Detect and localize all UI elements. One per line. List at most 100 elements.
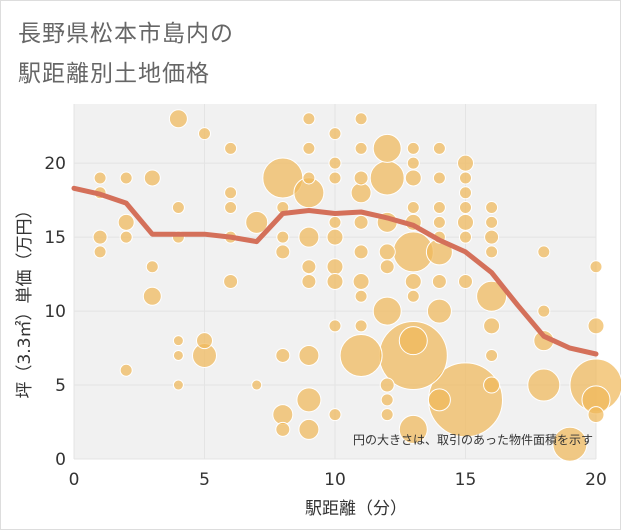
data-bubble <box>380 408 394 422</box>
data-bubble <box>427 388 451 412</box>
y-tick-label: 0 <box>55 450 66 470</box>
data-bubble <box>589 260 603 274</box>
x-tick-label: 5 <box>199 470 210 490</box>
data-bubble <box>458 274 473 289</box>
data-bubble <box>552 426 588 462</box>
data-bubble <box>275 244 291 260</box>
data-bubble <box>406 289 420 303</box>
x-tick-label: 15 <box>455 470 477 490</box>
data-bubble <box>302 141 316 155</box>
data-bubble <box>301 259 317 275</box>
data-bubble <box>537 245 551 259</box>
data-bubble <box>224 186 238 200</box>
data-bubble <box>476 280 508 312</box>
data-bubble <box>457 213 474 231</box>
data-bubble <box>404 169 422 187</box>
data-bubble <box>172 379 184 391</box>
data-bubble <box>143 169 161 187</box>
data-bubble <box>353 244 369 260</box>
data-bubble <box>398 326 428 356</box>
data-bubble <box>298 226 320 248</box>
data-bubble <box>426 298 452 324</box>
data-bubble <box>275 421 291 437</box>
data-bubble <box>198 127 211 141</box>
data-bubble <box>119 171 133 185</box>
data-bubble <box>328 156 342 170</box>
data-bubble <box>459 201 472 215</box>
data-bubble <box>223 274 239 289</box>
data-bubble <box>354 319 368 333</box>
trend-line <box>71 185 599 357</box>
data-bubble <box>276 230 290 244</box>
bubble-size-note: 円の大きさは、取引のあった物件面積を示す <box>353 432 593 447</box>
data-bubble <box>432 201 446 215</box>
data-bubble <box>275 347 291 363</box>
x-axis-label: 駅距離（分） <box>305 499 407 519</box>
data-bubble <box>302 112 316 126</box>
data-bubble <box>301 274 317 289</box>
y-tick-label: 10 <box>44 302 66 322</box>
data-bubble <box>168 109 188 129</box>
data-bubble <box>245 210 269 234</box>
data-bubble <box>326 228 344 246</box>
data-bubble <box>354 289 368 303</box>
data-bubble <box>406 141 420 155</box>
data-bubble <box>93 245 107 259</box>
data-bubble <box>459 171 472 185</box>
data-bubble <box>196 332 213 350</box>
data-bubble <box>224 201 238 215</box>
data-bubble <box>145 260 159 274</box>
data-bubble <box>380 393 394 407</box>
data-bubble <box>172 335 184 347</box>
data-bubble <box>484 229 500 245</box>
y-tick-label: 20 <box>44 154 66 174</box>
y-tick-label: 15 <box>44 228 66 248</box>
data-bubble <box>272 404 294 426</box>
data-bubble <box>485 245 499 259</box>
data-bubble <box>354 141 368 155</box>
bubbles <box>92 109 621 462</box>
data-bubble <box>298 344 320 366</box>
data-bubble <box>93 171 107 185</box>
data-bubble <box>432 215 446 229</box>
data-bubble <box>353 214 369 230</box>
data-bubble <box>459 186 472 200</box>
data-bubble <box>296 387 322 413</box>
data-bubble <box>431 274 447 289</box>
data-bubble <box>398 414 428 444</box>
data-bubble <box>485 201 499 215</box>
data-bubble <box>485 215 499 229</box>
data-bubble <box>326 258 344 276</box>
data-bubble <box>302 171 316 185</box>
data-bubble <box>172 349 184 361</box>
data-bubble <box>406 156 420 170</box>
data-bubble <box>350 182 372 204</box>
data-bubble <box>432 171 446 185</box>
data-bubble <box>379 259 395 275</box>
data-bubble <box>459 230 472 244</box>
data-bubble <box>328 319 342 333</box>
data-bubble <box>485 348 499 362</box>
data-bubble <box>117 213 135 231</box>
data-bubble <box>369 160 405 196</box>
x-tick-label: 10 <box>324 470 346 490</box>
data-bubble <box>119 363 133 377</box>
data-bubble <box>372 133 402 163</box>
data-bubble <box>171 201 185 215</box>
data-bubble <box>353 170 369 186</box>
tick-labels: 0 5 10 15 20 0 5 10 15 20 <box>44 154 606 490</box>
data-bubble <box>224 141 238 155</box>
data-bubble <box>354 112 368 126</box>
data-bubble <box>328 408 342 422</box>
data-bubble <box>142 286 162 306</box>
y-axis-label: 坪（3.3㎡）単価（万円） <box>15 201 35 398</box>
data-bubble <box>483 376 501 394</box>
chart-title-line-1: 長野県松本市島内の <box>18 21 234 47</box>
data-bubble <box>379 377 395 393</box>
data-bubble <box>378 243 396 261</box>
data-bubble <box>92 229 108 245</box>
data-bubble <box>406 201 420 215</box>
data-bubble <box>119 230 133 244</box>
chart-title-line-2: 駅距離別土地価格 <box>18 61 210 87</box>
